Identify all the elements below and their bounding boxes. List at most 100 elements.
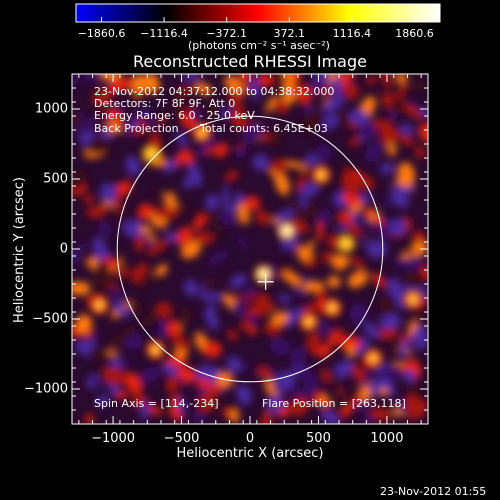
heatmap-blob xyxy=(383,128,402,142)
bright-source-core xyxy=(316,170,326,180)
total-counts-label: Total counts: 6.45E+03 xyxy=(200,122,328,135)
heatmap-noise xyxy=(72,74,428,424)
heatmap-blob xyxy=(412,80,427,90)
heatmap-blob xyxy=(122,220,147,238)
heatmap-blob xyxy=(334,360,354,378)
heatmap-blob xyxy=(183,279,198,296)
heatmap-blob xyxy=(137,203,154,220)
heatmap-blob xyxy=(125,335,138,349)
heatmap-blob xyxy=(297,246,312,262)
heatmap-blob xyxy=(343,190,361,207)
heatmap-blob xyxy=(91,118,105,141)
heatmap-blob xyxy=(85,413,94,424)
time-range-label: 23-Nov-2012 04:37:12.000 to 04:38:32.000 xyxy=(94,85,335,98)
heatmap-blob xyxy=(339,335,361,352)
heatmap-blob xyxy=(157,318,168,342)
heatmap-blob xyxy=(140,400,150,421)
heatmap-blob xyxy=(192,215,207,230)
heatmap-blob xyxy=(345,345,356,356)
heatmap-blob xyxy=(192,231,215,245)
heatmap-blob xyxy=(108,77,133,93)
heatmap-blob xyxy=(371,140,383,150)
heatmap-blob xyxy=(88,347,111,359)
heatmap-blob xyxy=(282,74,295,81)
bright-source-core xyxy=(259,269,269,279)
heatmap-blob xyxy=(303,203,319,218)
bright-source-core xyxy=(282,226,292,236)
heatmap-blob xyxy=(296,85,312,102)
heatmap-blob xyxy=(237,202,250,225)
heatmap-blob xyxy=(177,397,186,415)
heatmap-blob xyxy=(175,149,187,167)
heatmap-blob xyxy=(320,367,332,384)
heatmap-blob xyxy=(316,220,324,242)
heatmap-blob xyxy=(124,372,143,394)
y-tick-label: −1000 xyxy=(24,381,68,397)
heatmap-blob xyxy=(382,200,392,208)
heatmap-blob xyxy=(111,299,131,318)
heatmap-blob xyxy=(376,327,399,340)
heatmap-blob xyxy=(341,172,360,195)
heatmap-blob xyxy=(331,253,349,271)
heatmap-blob xyxy=(210,222,227,234)
heatmap-blob xyxy=(394,288,409,310)
heatmap-blob xyxy=(92,237,106,256)
heatmap-blob xyxy=(372,118,384,129)
heatmap-blob xyxy=(212,143,229,157)
colorbar-tick-label: 1116.4 xyxy=(332,27,372,40)
heatmap-blob xyxy=(363,322,380,339)
heatmap-blob xyxy=(197,393,217,413)
heatmap-blob xyxy=(248,326,258,335)
bright-source-core xyxy=(197,128,207,138)
axis-tick-marks xyxy=(72,74,428,424)
y-axis-label: Heliocentric Y (arcsec) xyxy=(12,177,27,323)
heatmap-blob xyxy=(172,334,191,352)
heatmap-blob xyxy=(255,210,271,226)
heatmap-blob xyxy=(407,255,423,270)
heatmap-blob xyxy=(180,307,192,321)
y-tick-label: 500 xyxy=(43,171,68,187)
heatmap-blob xyxy=(338,211,353,222)
heatmap-blob xyxy=(357,397,371,412)
heatmap-blob xyxy=(191,109,203,122)
x-tick-label: −1000 xyxy=(91,431,136,446)
heatmap-blob xyxy=(388,346,399,357)
x-axis-label: Heliocentric X (arcsec) xyxy=(176,446,324,461)
heatmap-blob xyxy=(131,392,145,409)
heatmap-blob xyxy=(242,284,256,301)
heatmap-blob xyxy=(362,208,375,216)
heatmap-blob xyxy=(251,301,267,318)
heatmap-blob xyxy=(271,311,289,326)
footer-timestamp: 23-Nov-2012 01:55 xyxy=(380,485,487,498)
heatmap-blob xyxy=(204,304,217,321)
heatmap-blob xyxy=(269,337,290,356)
heatmap-blob xyxy=(289,396,310,416)
heatmap-blob xyxy=(373,218,385,225)
heatmap-blob xyxy=(96,395,109,407)
bright-source-core xyxy=(408,294,418,304)
heatmap-blob xyxy=(347,270,369,288)
heatmap-blob xyxy=(274,262,291,274)
heatmap-blob xyxy=(412,240,428,257)
heatmap-blob xyxy=(114,189,122,216)
heatmap-blob xyxy=(327,234,340,249)
heatmap-blob xyxy=(290,386,300,396)
bright-source-core xyxy=(341,238,351,248)
heatmap-blob xyxy=(414,146,426,159)
heatmap-blob xyxy=(153,206,180,220)
heatmap-blob xyxy=(404,270,427,289)
heatmap-blob xyxy=(207,317,220,330)
heatmap-blob xyxy=(72,242,88,259)
heatmap-blob xyxy=(115,391,129,400)
bright-source-core xyxy=(146,149,156,159)
heatmap-blob xyxy=(303,281,325,292)
heatmap-blob xyxy=(412,325,428,350)
heatmap-blob xyxy=(379,387,389,396)
heatmap-blob xyxy=(267,394,285,414)
heatmap-blob xyxy=(222,185,229,210)
heatmap-blob xyxy=(113,268,133,278)
heatmap-blob xyxy=(239,319,252,331)
heatmap-blob xyxy=(138,367,162,384)
heatmap-blob xyxy=(265,94,278,114)
heatmap-blob xyxy=(92,88,113,107)
